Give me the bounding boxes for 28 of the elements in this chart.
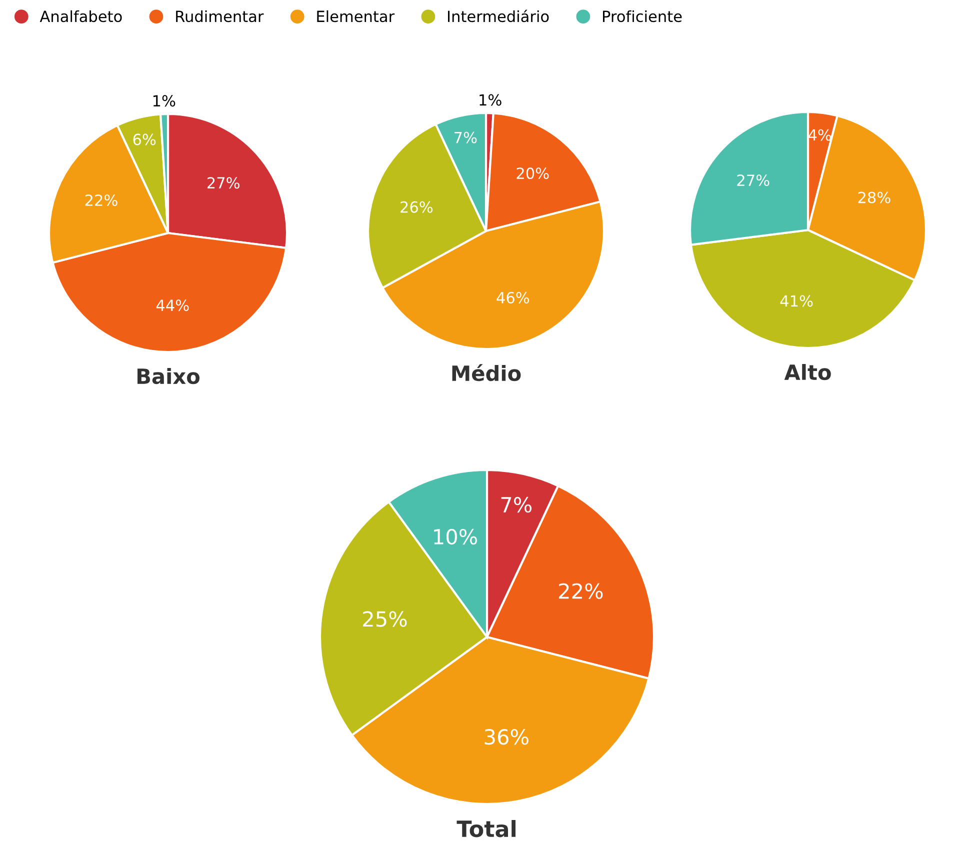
legend-label: Rudimentar [176,10,264,22]
text: Alto [784,364,831,380]
legend-label: Intermediário [448,10,549,22]
data-label: 36% [484,728,528,745]
data-label: 10% [434,528,478,545]
text: Baixo [138,368,200,384]
data-label: 26% [400,201,433,213]
data-label: 22% [559,583,603,599]
data-label: 41% [780,295,813,307]
data-label: 44% [156,300,189,312]
data-label: 27% [207,177,240,189]
data-label: 7% [454,132,477,144]
data-label: 27% [737,174,770,186]
data-label: 46% [496,292,530,304]
data-label: 1% [480,94,502,106]
legend-label: Analfabeto [40,10,122,22]
text: Total [456,820,516,838]
text: Médio [452,364,521,382]
data-label: 28% [858,192,890,204]
data-label: 25% [363,611,407,627]
legend-label: Elementar [317,10,395,22]
data-label: 1% [153,95,176,107]
data-label: 20% [516,168,549,180]
data-label: 22% [85,194,118,206]
legend-label: Proficiente [603,10,682,22]
data-label: 4% [808,129,832,141]
data-label: 6% [133,134,156,146]
data-label: 7% [501,496,532,513]
